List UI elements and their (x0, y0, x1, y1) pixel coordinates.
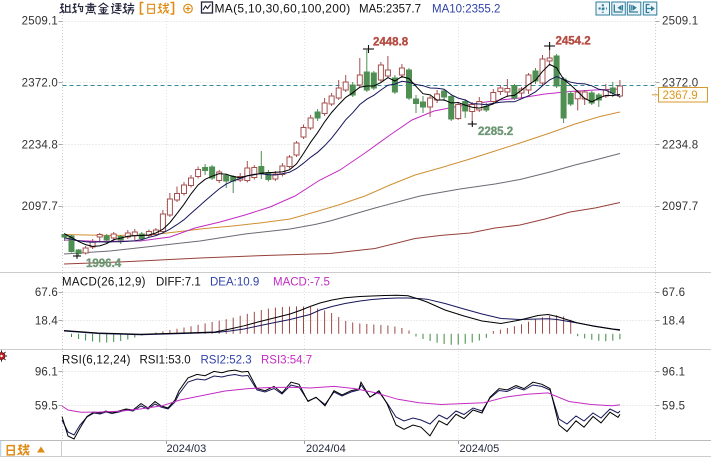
svg-text:2024/04: 2024/04 (306, 443, 346, 455)
svg-text:59.5: 59.5 (35, 401, 58, 413)
svg-text:2448.8: 2448.8 (373, 37, 409, 49)
svg-text:MACD:-7.5: MACD:-7.5 (273, 277, 330, 289)
svg-text:96.1: 96.1 (35, 367, 58, 379)
svg-text:MA5:2357.7: MA5:2357.7 (359, 4, 421, 16)
svg-text:2367.9: 2367.9 (663, 90, 698, 102)
svg-text:MA(5,10,30,60,100,200): MA(5,10,30,60,100,200) (215, 2, 351, 16)
svg-text:2372.0: 2372.0 (662, 77, 698, 89)
svg-text:RSI1:53.0: RSI1:53.0 (140, 355, 191, 367)
svg-text:DEA:10.9: DEA:10.9 (210, 277, 259, 289)
svg-text:2097.7: 2097.7 (22, 201, 58, 213)
svg-text:MA10:2355.2: MA10:2355.2 (432, 4, 500, 16)
svg-text:RSI3:54.7: RSI3:54.7 (261, 355, 312, 367)
svg-text:RSI2:52.3: RSI2:52.3 (201, 355, 252, 367)
svg-text:18.4: 18.4 (662, 316, 686, 328)
svg-text:96.1: 96.1 (662, 367, 685, 379)
svg-text:59.5: 59.5 (662, 401, 685, 413)
svg-text:2024/03: 2024/03 (167, 443, 207, 455)
svg-text:DIFF:7.1: DIFF:7.1 (156, 277, 201, 289)
svg-text:2234.8: 2234.8 (22, 139, 58, 151)
svg-text:2372.0: 2372.0 (22, 77, 58, 89)
svg-text:2454.2: 2454.2 (556, 36, 591, 48)
svg-text:2285.2: 2285.2 (478, 126, 513, 138)
svg-text:18.4: 18.4 (35, 316, 59, 328)
svg-text:RSI(6,12,24): RSI(6,12,24) (62, 355, 131, 367)
svg-text:67.6: 67.6 (662, 287, 685, 299)
svg-text:2509.1: 2509.1 (662, 16, 698, 28)
svg-text:1996.4: 1996.4 (86, 258, 122, 270)
svg-text:2509.1: 2509.1 (22, 16, 58, 28)
svg-text:2097.7: 2097.7 (662, 201, 698, 213)
svg-text:MACD(26,12,9): MACD(26,12,9) (62, 277, 146, 289)
svg-text:2234.8: 2234.8 (662, 139, 698, 151)
svg-text:67.6: 67.6 (35, 287, 58, 299)
svg-text:2024/05: 2024/05 (460, 443, 500, 455)
